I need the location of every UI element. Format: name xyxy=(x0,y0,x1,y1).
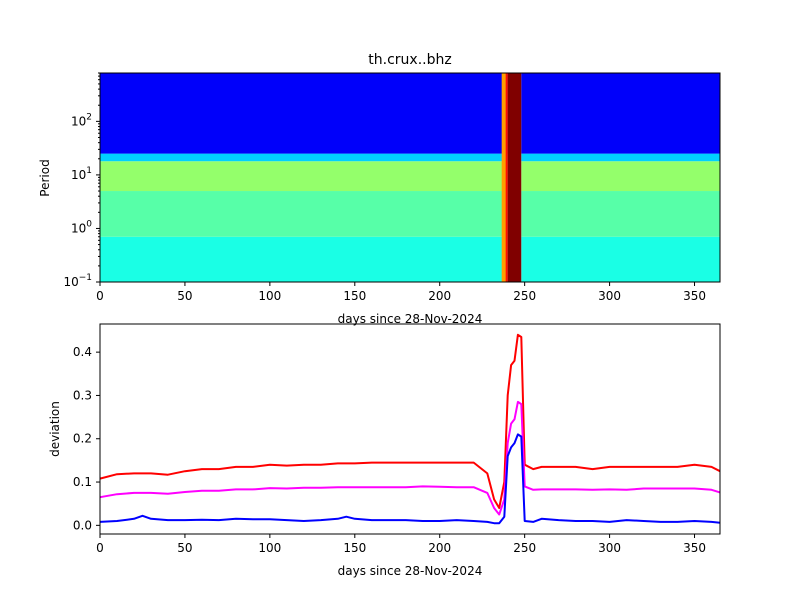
heatmap-y-ticks: 10−1 100 101 102 xyxy=(63,72,100,289)
heatmap-y-tick-label: 102 xyxy=(71,112,92,128)
heatmap-cell xyxy=(100,153,508,162)
heatmap-x-ticks: 0 50 100 150 200 250 300 350 xyxy=(96,282,706,303)
heatmap-panel: th.crux..bhz 0 50 100 150 200 250 300 350 10−11… xyxy=(38,52,721,326)
heatmap-x-tick-label: 250 xyxy=(513,289,536,303)
line-frame xyxy=(99,323,721,535)
heatmap-cell xyxy=(521,73,720,154)
line-x-tick-label: 250 xyxy=(513,541,536,555)
line-y-tick-label: 0.3 xyxy=(73,388,92,402)
heatmap-x-tick-label: 0 xyxy=(96,289,104,303)
heatmap-event-column xyxy=(507,73,522,282)
heatmap-cell xyxy=(100,161,508,192)
heatmap-x-tick-label: 350 xyxy=(683,289,706,303)
line-x-ticks: 0 50 100 150 200 250 300 350 xyxy=(96,534,706,555)
heatmap-y-tick-label: 10−1 xyxy=(63,273,92,289)
heatmap-cell xyxy=(521,236,720,282)
heatmap-x-tick-label: 300 xyxy=(598,289,621,303)
heatmap-cell xyxy=(501,73,508,282)
heatmap-x-tick-label: 150 xyxy=(343,289,366,303)
heatmap-cell xyxy=(521,191,720,237)
line-y-tick-label: 0.2 xyxy=(73,432,92,446)
heatmap-cell xyxy=(521,161,720,192)
heatmap-y-tick-label: 101 xyxy=(71,166,92,182)
line-series-0 xyxy=(99,333,721,509)
line-series-group xyxy=(99,333,721,525)
heatmap-x-tick-label: 100 xyxy=(258,289,281,303)
line-panel: 0 50 100 150 200 250 300 350 0.0 0.1 0.2 0.3 0.4 da… xyxy=(48,323,721,578)
line-y-tick-label: 0.4 xyxy=(73,345,92,359)
line-x-tick-label: 200 xyxy=(428,541,451,555)
line-x-tick-label: 0 xyxy=(96,541,104,555)
heatmap-cell xyxy=(521,153,720,162)
heatmap-x-tick-label: 50 xyxy=(177,289,192,303)
heatmap-cell xyxy=(100,236,508,282)
heatmap-cell xyxy=(100,191,508,237)
heatmap-x-tick-label: 200 xyxy=(428,289,451,303)
heatmap-cells xyxy=(100,73,720,282)
heatmap-y-axis-label: Period xyxy=(38,159,52,196)
line-y-tick-label: 0.1 xyxy=(73,475,92,489)
heatmap-cell xyxy=(505,73,508,282)
line-y-axis-label: deviation xyxy=(48,401,62,457)
heatmap-y-tick-label: 100 xyxy=(71,219,92,235)
heatmap-cell xyxy=(100,73,508,154)
heatmap-x-axis-label: days since 28-Nov-2024 xyxy=(338,312,483,326)
line-x-tick-label: 50 xyxy=(177,541,192,555)
line-x-tick-label: 100 xyxy=(258,541,281,555)
line-x-tick-label: 350 xyxy=(683,541,706,555)
heatmap-title: th.crux..bhz xyxy=(368,52,451,68)
line-series-2 xyxy=(99,433,721,525)
line-x-axis-label: days since 28-Nov-2024 xyxy=(338,564,483,578)
line-y-ticks: 0.0 0.1 0.2 0.3 0.4 xyxy=(73,345,100,532)
line-x-tick-label: 150 xyxy=(343,541,366,555)
line-x-tick-label: 300 xyxy=(598,541,621,555)
line-series-1 xyxy=(99,400,721,516)
line-y-tick-label: 0.0 xyxy=(73,518,92,532)
